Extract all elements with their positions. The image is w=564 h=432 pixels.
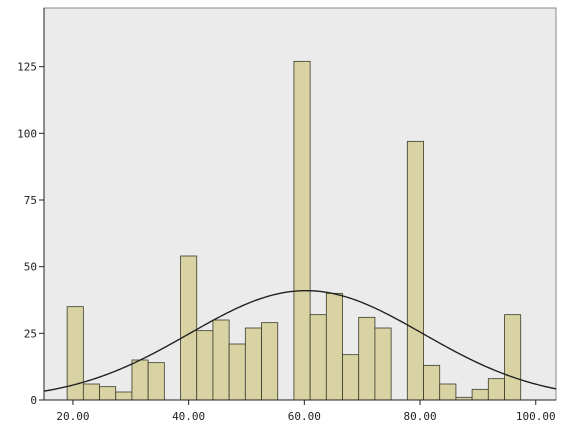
y-tick-label: 75: [24, 194, 37, 207]
histogram-bar-20: [406, 140, 424, 401]
histogram-bar-6: [180, 255, 198, 401]
y-tick-label: 25: [24, 327, 37, 340]
x-tick-label: 20.00: [56, 410, 89, 423]
bars-group: [66, 60, 522, 401]
histogram-bar-7: [196, 330, 214, 401]
histogram-bar-14: [309, 314, 327, 401]
histogram-bar-8: [212, 319, 230, 401]
x-axis-ticks: 20.00 40.00 60.00 80.00 100.00: [56, 400, 556, 423]
histogram-bar-2: [99, 386, 117, 401]
x-tick-label: 80.00: [403, 410, 436, 423]
histogram-bar-16: [342, 354, 360, 401]
y-tick-label: 50: [24, 261, 37, 274]
histogram-bar-11: [261, 322, 279, 401]
y-tick-label: 125: [17, 61, 37, 74]
histogram-bar-18: [374, 327, 392, 401]
histogram-bar-4: [131, 359, 149, 401]
y-axis-ticks: 0 25 50 75 100 125: [17, 61, 44, 407]
histogram-bar-17: [358, 316, 376, 401]
histogram-bar-1: [82, 383, 100, 401]
histogram-bar-13: [293, 60, 311, 401]
histogram-bar-24: [471, 388, 489, 401]
y-tick-label: 0: [30, 394, 37, 407]
x-tick-label: 100.00: [516, 410, 556, 423]
y-tick-label: 100: [17, 127, 37, 140]
histogram-bar-25: [487, 378, 505, 401]
histogram-bar-22: [439, 383, 457, 401]
x-tick-label: 40.00: [172, 410, 205, 423]
histogram-bar-3: [115, 391, 133, 401]
histogram-bar-15: [325, 292, 343, 401]
histogram-bar-5: [147, 362, 165, 401]
histogram-bar-21: [423, 364, 441, 401]
histogram-bar-9: [228, 343, 246, 401]
normal-curve: [43, 289, 557, 392]
x-tick-label: 60.00: [288, 410, 321, 423]
histogram-bar-26: [504, 314, 522, 401]
histogram-bar-10: [244, 327, 262, 401]
